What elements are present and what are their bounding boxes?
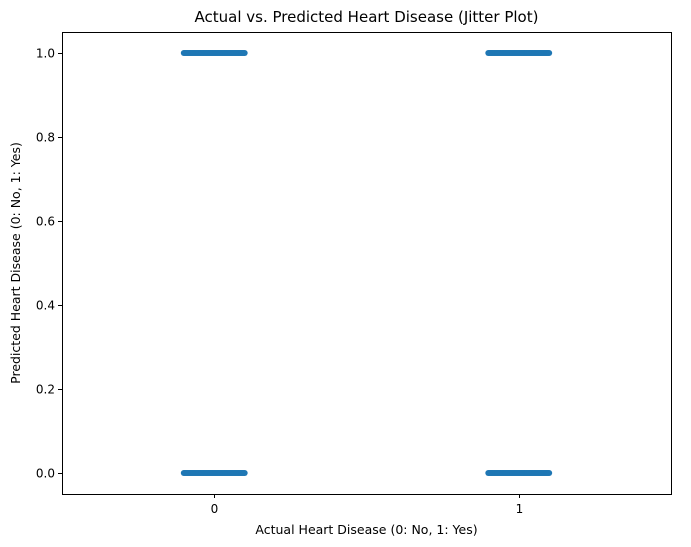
data-point [546,50,553,56]
data-point [546,470,553,476]
points-layer [180,50,553,476]
plot-frame [62,32,672,495]
y-tick-label: 1.0 [36,47,55,61]
point-group-x0-y0 [180,470,248,476]
data-point [241,470,248,476]
axes-layer [62,32,672,495]
y-tick-label: 0.8 [36,131,55,145]
point-group-x0-y1 [180,50,248,56]
y-tick-label: 0.0 [36,467,55,481]
y-tick-label: 0.2 [36,383,55,397]
data-point [241,50,248,56]
y-axis-label: Predicted Heart Disease (0: No, 1: Yes) [8,142,23,384]
x-tick-label: 0 [211,502,219,516]
point-group-x1-y1 [485,50,553,56]
chart-title: Actual vs. Predicted Heart Disease (Jitt… [195,8,539,26]
x-tick-label: 1 [516,502,524,516]
y-tick-label: 0.6 [36,215,55,229]
y-tick-label: 0.4 [36,299,55,313]
x-axis-label: Actual Heart Disease (0: No, 1: Yes) [255,522,477,537]
point-group-x1-y0 [485,470,553,476]
y-axis-ticks: 0.0 0.2 0.4 0.6 0.8 1.0 [36,47,62,481]
